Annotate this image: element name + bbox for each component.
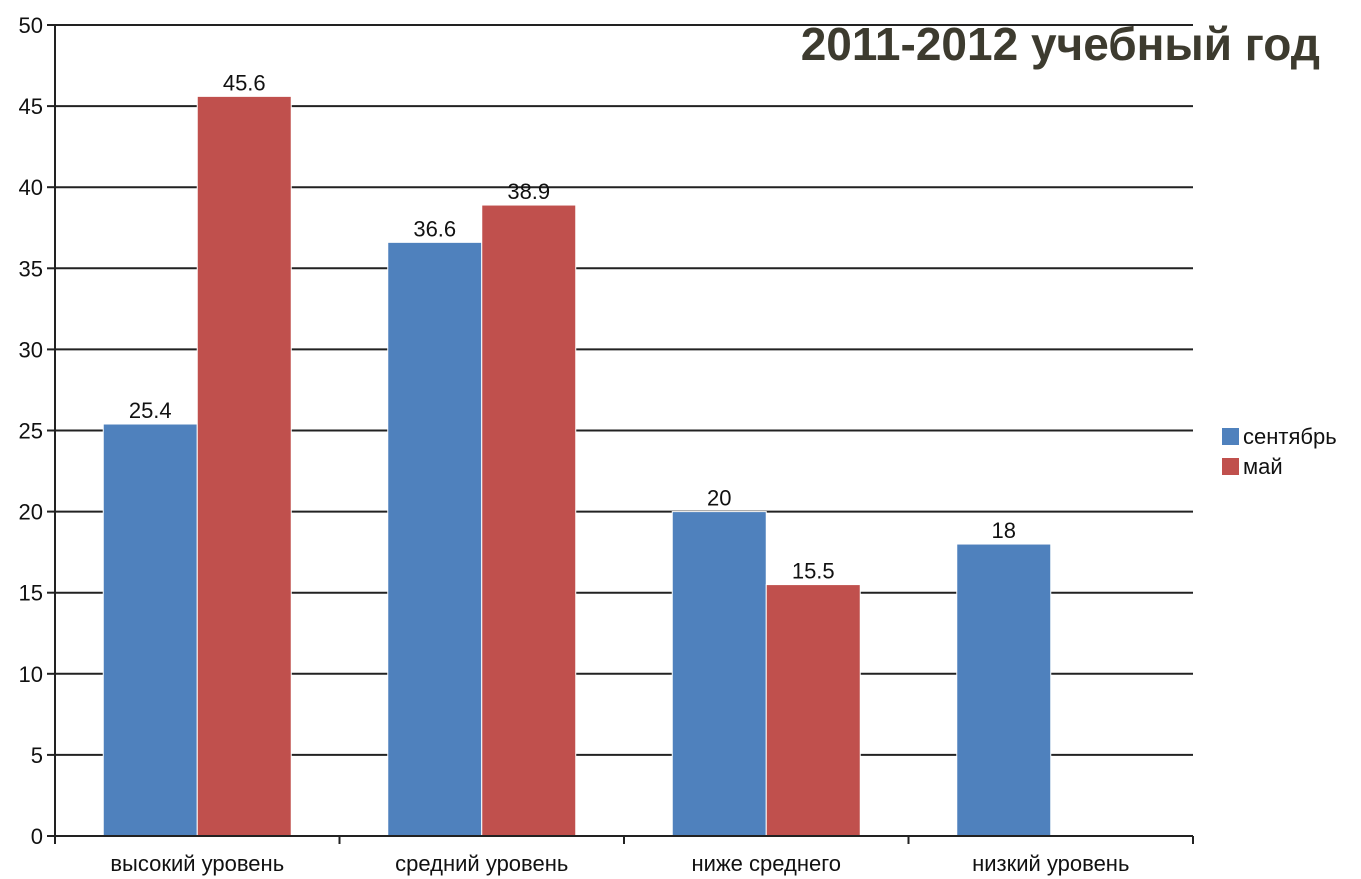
bar-may: [481, 204, 577, 837]
x-tick-label: высокий уровень: [110, 851, 284, 876]
y-tick-label: 5: [31, 743, 43, 768]
bar-may: [196, 95, 292, 837]
data-label: 38.9: [507, 179, 550, 204]
legend-label: май: [1243, 454, 1283, 479]
data-label: 20: [707, 486, 731, 511]
y-tick-label: 30: [19, 337, 43, 362]
data-label: 36.6: [413, 216, 456, 241]
legend-swatch: [1222, 428, 1239, 445]
bar-september: [102, 423, 198, 837]
bars: [102, 95, 1052, 837]
data-label: 25.4: [129, 398, 172, 423]
x-tick-label: низкий уровень: [972, 851, 1129, 876]
y-tick-label: 20: [19, 500, 43, 525]
y-tick-label: 0: [31, 824, 43, 849]
x-tick-label: средний уровень: [395, 851, 568, 876]
axes: 0 5 10 15 20 25 30 35 40 45 50 высокий уровень средн…: [19, 13, 1194, 876]
y-tick-label: 45: [19, 94, 43, 119]
data-labels: 25.4 45.6 36.6 38.9 20 15.5 18: [129, 70, 1016, 583]
data-label: 15.5: [792, 559, 835, 584]
data-label: 45.6: [223, 70, 266, 95]
bar-september: [956, 543, 1052, 837]
bar-may: [765, 584, 861, 837]
y-tick-label: 40: [19, 175, 43, 200]
y-tick-label: 35: [19, 256, 43, 281]
y-tick-label: 25: [19, 419, 43, 444]
data-label: 18: [992, 518, 1016, 543]
legend-swatch: [1222, 458, 1239, 475]
chart-title: 2011-2012 учебный год: [801, 18, 1320, 70]
legend: сентябрь май: [1222, 424, 1337, 479]
x-tick-label: ниже среднего: [692, 851, 842, 876]
bar-september: [671, 511, 767, 837]
y-tick-label: 10: [19, 662, 43, 687]
bar-september: [387, 241, 483, 837]
y-tick-label: 50: [19, 13, 43, 38]
y-tick-label: 15: [19, 581, 43, 606]
legend-label: сентябрь: [1243, 424, 1337, 449]
